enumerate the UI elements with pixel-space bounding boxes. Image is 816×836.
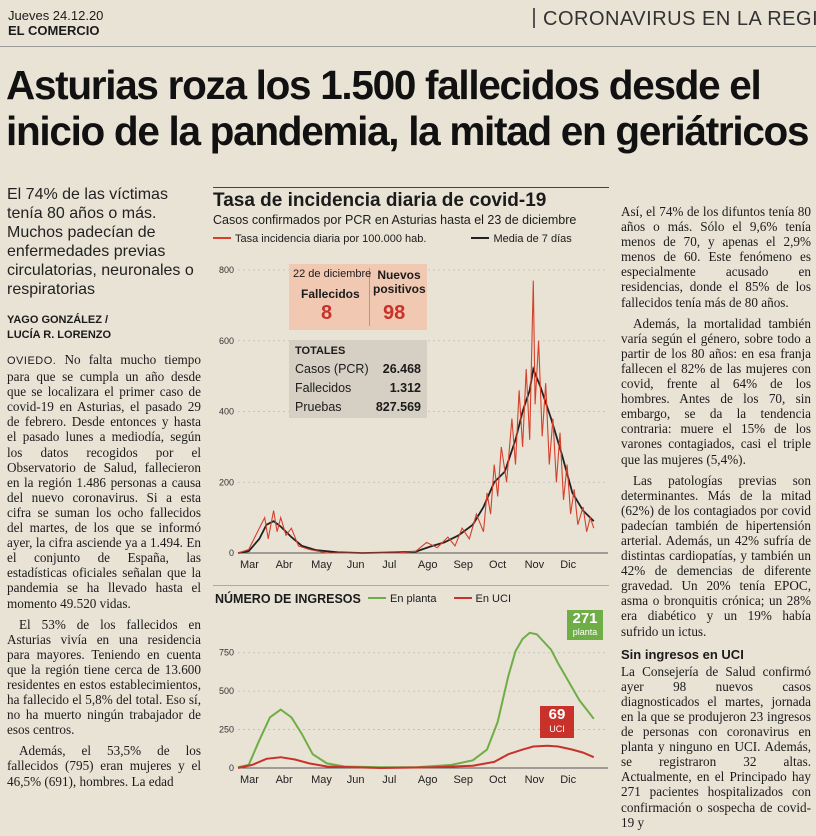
x-tick-label: Sep	[453, 559, 473, 571]
byline: YAGO GONZÁLEZ / LUCÍA R. LORENZO	[7, 313, 197, 343]
section-header: CORONAVIRUS EN LA REGI	[533, 8, 816, 31]
legend-avg-swatch	[471, 237, 490, 239]
legend-daily-swatch	[213, 237, 231, 239]
x-tick-label: Dic	[560, 774, 576, 786]
totals-row-label: Pruebas	[295, 400, 342, 414]
chart2-legend: En planta En UCI	[368, 593, 511, 605]
y-tick-label: 400	[219, 407, 234, 417]
y-tick-label: 0	[229, 763, 234, 773]
paragraph: Además, la mortalidad también varía segú…	[621, 315, 811, 467]
x-tick-label: Nov	[525, 559, 545, 571]
uci-current-badge: 69 UCI	[540, 706, 574, 738]
totals-box: TOTALES Casos (PCR) 26.468 Fallecidos 1.31…	[289, 340, 427, 418]
subsection-heading: Sin ingresos en UCI	[621, 646, 744, 662]
uci-current-sub: UCI	[549, 724, 565, 734]
x-tick-label: Mar	[240, 774, 259, 786]
totals-title: TOTALES	[295, 345, 346, 357]
x-tick-label: Jun	[347, 559, 365, 571]
x-tick-label: Oct	[489, 774, 506, 786]
x-tick-label: Jul	[382, 774, 396, 786]
y-tick-label: 800	[219, 265, 234, 275]
series-line-en-uci	[237, 744, 595, 770]
planta-current-badge: 271 planta	[567, 610, 603, 640]
series-line-tasa-incidencia-diaria-por-100-000-hab-	[237, 280, 595, 554]
paragraph: El 53% de los fallecidos en Asturias viv…	[7, 616, 201, 738]
y-tick-label: 250	[219, 725, 234, 735]
series-line-en-planta	[237, 631, 595, 769]
x-tick-label: Oct	[489, 559, 506, 571]
totals-table: Casos (PCR) 26.468 Fallecidos 1.312 Prueba…	[295, 360, 421, 417]
positives-value: 98	[383, 302, 406, 324]
dateline-city: OVIEDO.	[7, 355, 57, 367]
article-body-left: OVIEDO. No falta mucho tiempo para que s…	[7, 352, 201, 795]
positives-label: Nuevos positivos	[373, 268, 426, 296]
paragraph: La Consejería de Salud confirmó ayer 98 …	[621, 663, 811, 830]
author-2: LUCÍA R. LORENZO	[7, 329, 112, 341]
x-tick-label: Jun	[347, 774, 365, 786]
paragraph: OVIEDO. No falta mucho tiempo para que s…	[7, 352, 201, 611]
chart2-rule	[213, 585, 609, 586]
section-divider	[533, 8, 535, 28]
totals-row-label: Fallecidos	[295, 381, 352, 395]
totals-row-value: 827.569	[375, 400, 421, 414]
paragraph: Así, el 74% de los difuntos tenía 80 año…	[621, 204, 811, 310]
admissions-chart: 0 250 500 750 Mar Abr May Jun Jul Ago Sep Oct Nov Dic	[219, 631, 608, 786]
daily-date: 22 de diciembre	[293, 268, 372, 280]
y-tick-label: 200	[219, 477, 234, 487]
publication-name: EL COMERCIO	[8, 23, 100, 38]
headline: Asturias roza los 1.500 fallecidos desde…	[6, 62, 810, 154]
x-tick-label: May	[311, 774, 332, 786]
issue-date: Jueves 24.12.20	[8, 8, 104, 23]
chart2-title: NÚMERO DE INGRESOS	[215, 592, 361, 606]
x-tick-label: Ago	[418, 559, 438, 571]
y-tick-label: 750	[219, 648, 234, 658]
x-tick-label: Jul	[382, 559, 396, 571]
x-tick-label: Abr	[276, 559, 293, 571]
legend-daily-label: Tasa incidencia diaria por 100.000 hab.	[235, 233, 427, 245]
planta-current-value: 271	[572, 610, 598, 627]
section-title: CORONAVIRUS EN LA REGI	[543, 8, 816, 30]
article-body-right: Así, el 74% de los difuntos tenía 80 año…	[621, 204, 811, 836]
chart1-subtitle: Casos confirmados por PCR en Asturias ha…	[213, 213, 577, 227]
y-tick-label: 500	[219, 686, 234, 696]
x-tick-label: Mar	[240, 559, 259, 571]
totals-row-label: Casos (PCR)	[295, 362, 369, 376]
x-tick-label: Dic	[560, 559, 576, 571]
totals-row: Casos (PCR) 26.468	[295, 360, 421, 379]
legend-avg-label: Media de 7 días	[493, 233, 572, 245]
totals-row-value: 26.468	[382, 362, 421, 376]
header-rule	[0, 46, 816, 47]
series-line-media-de-7-d-as	[237, 365, 595, 554]
x-tick-label: Sep	[453, 774, 473, 786]
chart1-title: Tasa de incidencia diaria de covid-19	[213, 190, 547, 211]
chart-top-rule	[213, 187, 609, 188]
subheadline: El 74% de las víctimas tenía 80 años o m…	[7, 186, 194, 298]
legend-uci-label: En UCI	[475, 593, 512, 605]
paragraph: Además, el 53,5% de los fallecidos (795)…	[7, 743, 201, 789]
author-1: YAGO GONZÁLEZ /	[7, 314, 109, 326]
deaths-value: 8	[321, 302, 333, 324]
x-tick-label: Ago	[418, 774, 438, 786]
y-tick-label: 0	[229, 548, 234, 558]
deaths-label: Fallecidos	[301, 287, 360, 301]
x-tick-label: Nov	[525, 774, 545, 786]
daily-summary-divider	[369, 268, 370, 326]
paragraph: Las patologías previas son determinantes…	[621, 472, 811, 639]
x-tick-label: Abr	[276, 774, 293, 786]
dateline: Jueves 24.12.20 EL COMERCIO	[8, 8, 103, 38]
totals-row-value: 1.312	[389, 381, 421, 395]
y-tick-label: 600	[219, 336, 234, 346]
planta-current-sub: planta	[572, 627, 598, 637]
totals-row: Pruebas 827.569	[295, 398, 421, 417]
legend-planta-label: En planta	[390, 593, 437, 605]
daily-summary-box: 22 de diciembre Fallecidos 8 Nuevos posi…	[289, 264, 427, 330]
uci-current-value: 69	[548, 706, 566, 723]
legend-uci-swatch	[453, 597, 472, 599]
chart1-legend: Tasa incidencia diaria por 100.000 hab. …	[213, 233, 572, 245]
x-tick-label: May	[311, 559, 332, 571]
legend-planta-swatch	[368, 597, 386, 599]
totals-row: Fallecidos 1.312	[295, 379, 421, 398]
